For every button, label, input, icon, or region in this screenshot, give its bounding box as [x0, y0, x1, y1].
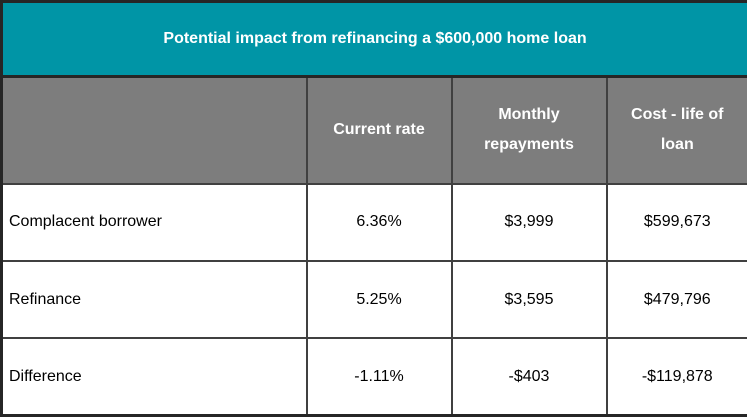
monthly-repayments-value: $3,999 [450, 182, 608, 263]
row-label: Refinance [0, 259, 308, 340]
row-label: Complacent borrower [0, 182, 308, 263]
cost-life-of-loan-value: $479,796 [605, 259, 747, 340]
current-rate-value: 6.36% [305, 182, 453, 263]
table-title-row: Potential impact from refinancing a $600… [0, 0, 747, 79]
current-rate-value: -1.11% [305, 337, 453, 417]
header-cost-life-of-loan: Cost - life of loan [605, 75, 747, 185]
table-header-row: Current rate Monthly repayments Cost - l… [0, 75, 747, 185]
header-monthly-repayments: Monthly repayments [450, 75, 608, 185]
table-title: Potential impact from refinancing a $600… [0, 0, 747, 79]
header-empty-cell [0, 75, 308, 185]
monthly-repayments-value: $3,595 [450, 259, 608, 340]
row-label: Difference [0, 337, 308, 417]
table-row-refinance: Refinance 5.25% $3,595 $479,796 [0, 259, 747, 340]
cost-life-of-loan-value: -$119,878 [605, 337, 747, 417]
header-current-rate: Current rate [305, 75, 453, 185]
current-rate-value: 5.25% [305, 259, 453, 340]
table-row-difference: Difference -1.11% -$403 -$119,878 [0, 337, 747, 417]
table-row-complacent-borrower: Complacent borrower 6.36% $3,999 $599,67… [0, 182, 747, 263]
cost-life-of-loan-value: $599,673 [605, 182, 747, 263]
monthly-repayments-value: -$403 [450, 337, 608, 417]
